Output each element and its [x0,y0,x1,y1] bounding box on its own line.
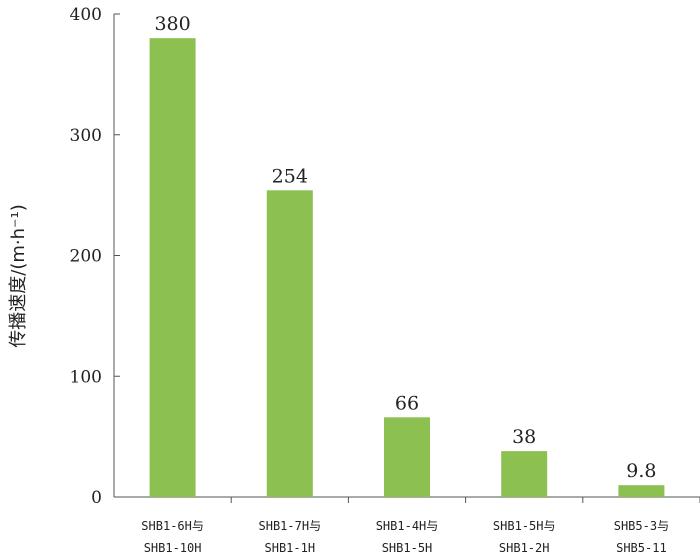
y-axis-label-group: 传播速度/(m·h⁻¹) [8,204,29,348]
y-tick-label: 200 [70,247,102,267]
x-category-label: SHB5-3与 [614,519,669,533]
bar [501,451,548,497]
bar-value-label: 380 [154,13,190,35]
x-category-label: SHB1-4H与 [376,519,439,533]
y-tick-label: 0 [91,488,102,508]
value-labels-group: 380 254 66 38 9.8 [154,13,656,482]
y-tick-label: 400 [70,5,102,25]
x-category-label: SHB5-11 [616,541,667,555]
bar-value-label: 38 [512,426,536,448]
bar-value-label: 66 [395,392,419,414]
bar [149,38,196,498]
bar [384,417,430,497]
y-tick-label: 300 [70,126,102,146]
x-ticks-group [230,497,700,503]
x-category-label: SHB1-5H [382,541,433,555]
x-category-label: SHB1-6H与 [141,519,204,533]
y-axis-label: 传播速度/(m·h⁻¹) [8,204,29,348]
bars-group [149,38,665,498]
y-ticks-group: 0 100 200 300 400 [70,5,120,508]
bar [266,190,313,498]
bar-value-label: 9.8 [626,460,656,482]
category-labels-group: SHB1-6H与 SHB1-10H SHB1-7H与 SHB1-1H SHB1-4H与 S… [141,519,669,555]
x-category-label: SHB1-5H与 [493,519,556,533]
y-tick-label: 100 [70,367,102,387]
x-category-label: SHB1-1H [265,541,316,555]
x-category-label: SHB1-7H与 [259,519,322,533]
bar-value-label: 254 [272,165,308,187]
bar [618,485,665,497]
x-category-label: SHB1-10H [144,541,202,555]
x-category-label: SHB1-2H [499,541,550,555]
